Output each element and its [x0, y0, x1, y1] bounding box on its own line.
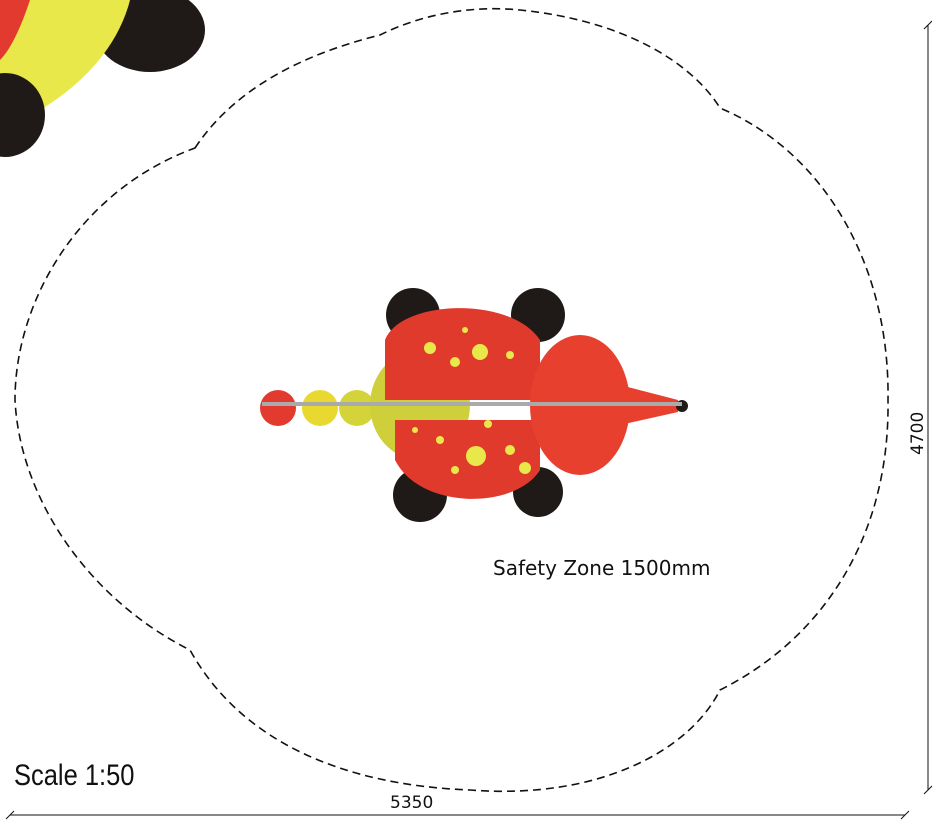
corner-illustration: [0, 0, 205, 157]
height-dimension: 4700: [908, 412, 928, 455]
safety-zone-label: Safety Zone 1500mm: [493, 556, 710, 580]
scale-label: Scale 1:50: [14, 758, 134, 791]
safety-zone-outline: [14, 7, 889, 792]
dimension-lines: [5, 20, 932, 820]
width-dimension: 5350: [390, 793, 433, 813]
ladybug-illustration: [260, 288, 688, 522]
